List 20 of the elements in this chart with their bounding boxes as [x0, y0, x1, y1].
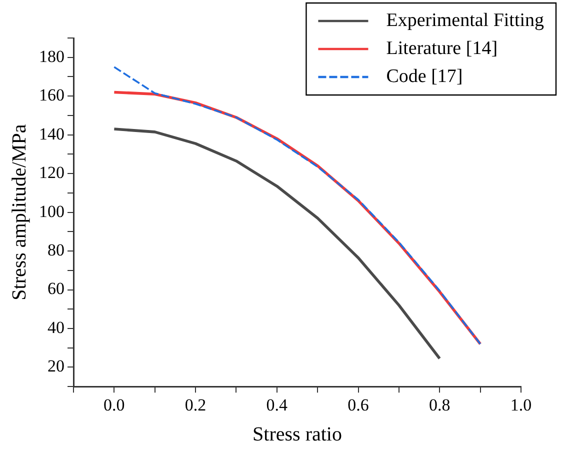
y-axis-title: Stress amplitude/MPa: [8, 124, 30, 300]
y-tick-label: 60: [48, 279, 64, 298]
y-tick-label: 100: [39, 202, 64, 221]
legend-label: Code [17]: [386, 66, 463, 87]
y-tick-label: 20: [48, 356, 64, 376]
legend-label: Literature [14]: [386, 38, 498, 59]
x-tick-label: 0.2: [184, 395, 206, 414]
x-tick-label: 1.0: [510, 395, 532, 414]
y-tick-label: 80: [48, 240, 64, 260]
x-tick-label: 0.8: [429, 395, 450, 414]
x-tick-label: 0.4: [266, 395, 288, 414]
legend-label: Experimental Fitting: [386, 10, 544, 31]
y-tick-label: 40: [48, 318, 64, 337]
x-axis-title: Stress ratio: [252, 423, 342, 446]
y-tick-label: 120: [39, 163, 64, 182]
x-tick-label: 0.6: [348, 395, 369, 414]
x-tick-label: 0.0: [104, 395, 125, 414]
y-tick-label: 160: [39, 86, 64, 105]
y-tick-label: 140: [39, 124, 64, 144]
y-tick-label: 180: [39, 46, 64, 66]
